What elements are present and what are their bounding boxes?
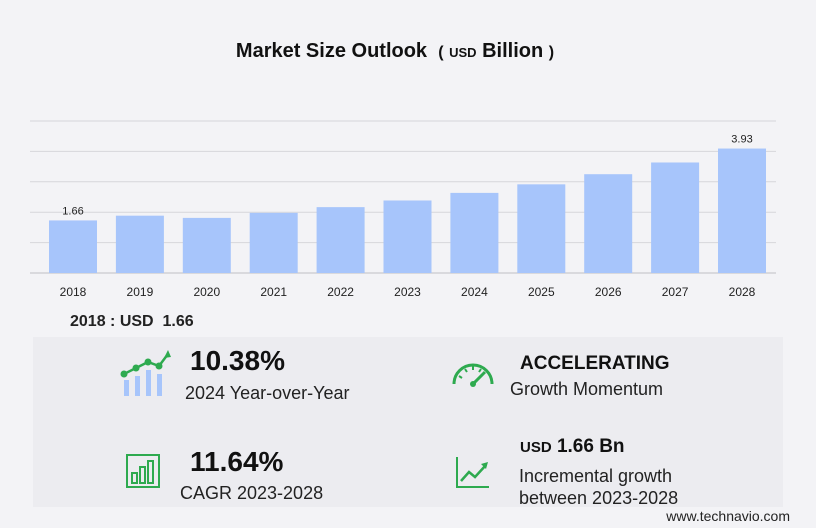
bar-2021[interactable]: [249, 212, 298, 273]
incremental-currency: USD: [520, 439, 552, 456]
x-tick-label: 2022: [327, 285, 354, 299]
bar-2024[interactable]: [450, 192, 499, 273]
bar-chart: 2018 1.66 2019 2020 2021 2022 2023 2024 2025 2026…: [30, 120, 776, 299]
x-tick-label: 2026: [595, 285, 622, 299]
x-tick-label: 2024: [461, 285, 488, 299]
bar-chart-icon: [126, 454, 160, 488]
growth-chart-icon: [120, 350, 171, 396]
chart-title: Market Size Outlook ( USD Billion ): [0, 40, 790, 63]
bar-2018[interactable]: [49, 220, 97, 273]
baseline-sep: :: [110, 313, 116, 330]
unit-close-paren: ): [548, 44, 555, 61]
incremental-number: 1.66 Bn: [556, 436, 625, 457]
baseline-value: 2018 : USD 1.66: [70, 313, 194, 331]
bar-2022[interactable]: [316, 207, 365, 273]
baseline-number: 1.66: [162, 313, 194, 330]
incremental-label-line1: Incremental growth: [519, 466, 673, 486]
footer-url[interactable]: www.technavio.com: [666, 508, 790, 524]
bar-2019[interactable]: [115, 215, 164, 273]
x-tick-label: 2027: [662, 285, 689, 299]
baseline-currency: USD: [119, 313, 154, 330]
unit-open-paren: (: [438, 44, 444, 61]
speedometer-icon: [452, 363, 494, 387]
data-label: 3.93: [731, 134, 752, 146]
title-text: Market Size Outlook: [235, 40, 428, 62]
cagr-label: CAGR 2023-2028: [180, 483, 324, 503]
bar-2023[interactable]: [383, 200, 432, 273]
bar-2020[interactable]: [182, 217, 231, 273]
x-tick-label: 2028: [729, 285, 756, 299]
yoy-value: 10.38%: [190, 345, 285, 376]
incremental-value: USD 1.66 Bn: [520, 436, 625, 458]
incremental-label-line2: between 2023-2028: [519, 488, 679, 508]
yoy-label: 2024 Year-over-Year: [185, 383, 350, 403]
baseline-year: 2018: [70, 313, 106, 330]
trend-line-icon: [456, 457, 489, 488]
x-tick-label: 2018: [60, 285, 87, 299]
x-tick-label: 2023: [394, 285, 421, 299]
unit-prefix: USD: [449, 45, 477, 60]
unit-suffix: Billion: [482, 40, 544, 62]
bar-2026[interactable]: [584, 174, 633, 273]
momentum-label: Growth Momentum: [510, 379, 664, 399]
x-tick-label: 2025: [528, 285, 555, 299]
x-tick-label: 2019: [127, 285, 154, 299]
bar-2027[interactable]: [651, 162, 700, 273]
cagr-value: 11.64%: [190, 446, 284, 477]
bar-2025[interactable]: [517, 184, 566, 273]
x-tick-label: 2020: [193, 285, 220, 299]
momentum-value: ACCELERATING: [520, 353, 670, 374]
x-tick-label: 2021: [260, 285, 287, 299]
data-label: 1.66: [62, 205, 83, 217]
bar-2028[interactable]: [718, 148, 766, 273]
